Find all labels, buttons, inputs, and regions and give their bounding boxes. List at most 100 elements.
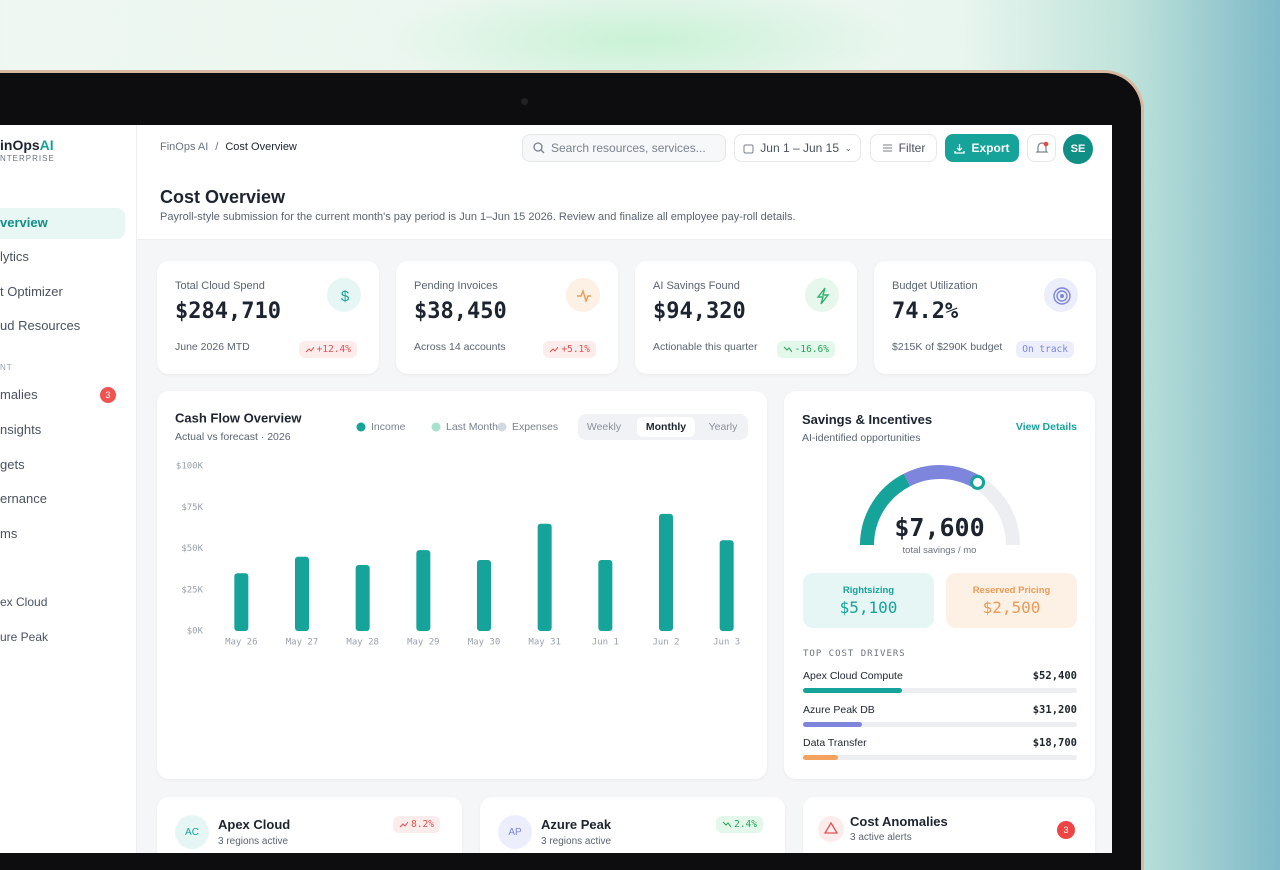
y-tick-label: $25K bbox=[181, 585, 203, 595]
date-button[interactable]: Jun 1 – Jun 15 ⌄ bbox=[734, 134, 861, 162]
logo: inOpsAI bbox=[0, 137, 54, 153]
y-tick-label: $50K bbox=[181, 544, 203, 554]
account-badge: 8.2% bbox=[393, 816, 440, 833]
chart: Cash Flow Overview Actual vs forecast · … bbox=[175, 410, 748, 648]
notifications-button[interactable] bbox=[1027, 134, 1056, 162]
search-icon bbox=[533, 142, 545, 154]
kpi-note: $215K of $290K budget bbox=[892, 341, 1003, 353]
x-tick-label: Jun 2 bbox=[652, 638, 679, 648]
filter-icon bbox=[882, 144, 892, 152]
driver-name: Apex Cloud Compute bbox=[803, 670, 903, 682]
driver-bar bbox=[803, 755, 839, 760]
tab[interactable]: Monthly bbox=[646, 421, 686, 433]
account-avatar: AC bbox=[175, 815, 209, 849]
driver-name: Azure Peak DB bbox=[803, 704, 875, 716]
legend-label: Last Month bbox=[446, 421, 498, 433]
nav-item[interactable]: ms bbox=[0, 526, 18, 541]
account-item[interactable]: ex Cloud bbox=[0, 595, 48, 609]
icon-glyph bbox=[816, 287, 830, 305]
x-tick-label: May 26 bbox=[225, 638, 258, 648]
bar bbox=[416, 550, 431, 631]
kpi-value: $94,320 bbox=[653, 299, 746, 324]
tab-active bbox=[637, 417, 695, 437]
view-details-link[interactable]: View Details bbox=[1015, 421, 1077, 433]
nav-item[interactable]: ernance bbox=[0, 491, 47, 506]
kpi-badge: On track bbox=[1016, 341, 1074, 358]
date-range: Jun 1 – Jun 15 bbox=[760, 141, 840, 155]
box-value: $2,500 bbox=[982, 598, 1041, 617]
kpi-note: Actionable this quarter bbox=[653, 341, 758, 353]
nav-item[interactable]: verview bbox=[0, 215, 48, 230]
crumb[interactable]: FinOps AI bbox=[160, 141, 209, 153]
driver-bar bbox=[803, 688, 902, 693]
active-highlight bbox=[0, 208, 125, 239]
bar bbox=[537, 523, 552, 631]
search-placeholder: Search resources, services... bbox=[551, 141, 706, 155]
nav-item[interactable]: lytics bbox=[0, 249, 29, 264]
x-tick-label: May 29 bbox=[407, 638, 440, 648]
driver-name: Data Transfer bbox=[803, 737, 867, 749]
bar bbox=[355, 565, 370, 631]
badge-text: 8.2% bbox=[411, 819, 434, 830]
account-item[interactable]: ure Peak bbox=[0, 630, 49, 644]
bar bbox=[598, 560, 613, 631]
savings-subtitle: AI-identified opportunities bbox=[802, 432, 921, 444]
trend-icon bbox=[550, 346, 559, 353]
anomaly-note: 3 active alerts bbox=[850, 832, 912, 843]
export-button[interactable]: Export bbox=[945, 134, 1019, 162]
kpi-card: Budget Utilization 74.2% $215K of $290K bu… bbox=[874, 261, 1096, 374]
x-tick-label: Jun 3 bbox=[713, 638, 740, 648]
gauge-knob bbox=[970, 474, 986, 490]
x-tick-label: Jun 1 bbox=[592, 638, 619, 648]
cash-flow-card: Cash Flow Overview Actual vs forecast · … bbox=[157, 391, 767, 779]
nav-item[interactable]: t Optimizer bbox=[0, 284, 63, 299]
gauge-rightsizing bbox=[860, 473, 911, 546]
box-value: $5,100 bbox=[839, 598, 898, 617]
gauge-reserved bbox=[903, 465, 982, 489]
bell-icon bbox=[1035, 141, 1048, 153]
nav-item[interactable]: ud Resources bbox=[0, 318, 81, 333]
nav-badge: 3 bbox=[100, 387, 116, 403]
savings-total: $7,600 bbox=[894, 513, 985, 542]
filter-button[interactable]: Filter bbox=[870, 134, 937, 162]
tab[interactable]: Weekly bbox=[587, 421, 622, 433]
kpi-badge: +12.4% bbox=[298, 341, 357, 358]
kpi-icon bbox=[566, 278, 600, 312]
savings-title: Savings & Incentives bbox=[802, 412, 933, 427]
badge-text: On track bbox=[1022, 344, 1068, 355]
anomaly-title: Cost Anomalies bbox=[850, 814, 948, 829]
search-box[interactable]: Search resources, services... bbox=[522, 134, 726, 162]
y-tick-label: $0K bbox=[187, 627, 204, 637]
chart-subtitle: Actual vs forecast · 2026 bbox=[175, 431, 291, 443]
badge-text: +12.4% bbox=[316, 344, 351, 355]
account-card: AC Apex Cloud 3 regions active 8.2% bbox=[157, 797, 462, 853]
nav-item[interactable]: gets bbox=[0, 457, 25, 472]
filter-label: Filter bbox=[898, 141, 926, 155]
bar bbox=[477, 560, 491, 631]
logo-accent: AI bbox=[39, 137, 54, 153]
logo-name: inOps bbox=[0, 137, 40, 153]
page-subtitle: Payroll-style submission for the current… bbox=[160, 211, 796, 223]
trend-icon bbox=[399, 821, 409, 828]
account-avatar: AP bbox=[498, 815, 532, 849]
trend-icon bbox=[722, 821, 732, 828]
tab[interactable]: Yearly bbox=[709, 421, 739, 433]
crumb-current: Cost Overview bbox=[225, 141, 297, 153]
kpi-value: 74.2% bbox=[892, 299, 959, 324]
kpi-label: Pending Invoices bbox=[414, 280, 498, 292]
account-badge: 2.4% bbox=[716, 816, 763, 833]
nav-item[interactable]: nsights bbox=[0, 422, 42, 437]
crumb-sep: / bbox=[215, 141, 219, 153]
avatar[interactable]: SE bbox=[1063, 134, 1093, 164]
account-note: 3 regions active bbox=[541, 836, 612, 847]
rightsizing-box: Rightsizing $5,100 bbox=[803, 573, 934, 628]
account-name: Azure Peak bbox=[541, 817, 612, 832]
reserved-box: Reserved Pricing $2,500 bbox=[946, 573, 1077, 628]
y-tick-label: $100K bbox=[176, 462, 204, 472]
driver-value: $18,700 bbox=[1032, 737, 1077, 749]
nav-item[interactable]: malies bbox=[0, 387, 38, 402]
kpi-icon bbox=[1044, 278, 1078, 312]
logo-subtitle: NTERPRISE bbox=[0, 154, 55, 163]
box-label: Reserved Pricing bbox=[972, 585, 1051, 596]
